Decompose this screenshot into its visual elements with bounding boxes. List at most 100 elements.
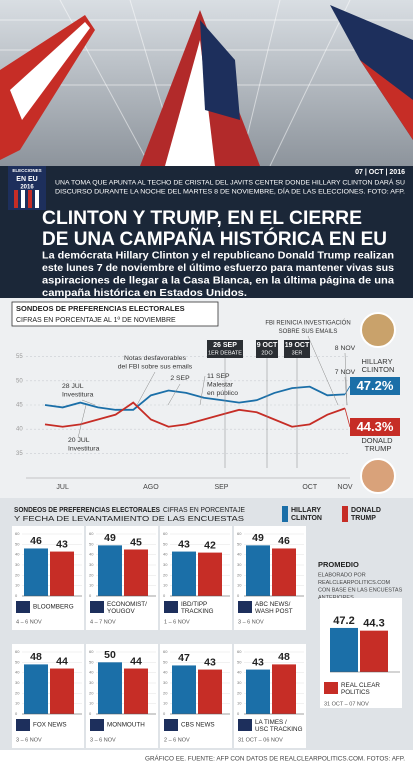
y-tick-label: 10 bbox=[163, 701, 168, 706]
y-tick-label: 60 bbox=[15, 531, 20, 536]
chart-subtitle: Y FECHA DE LEVANTAMIENTO DE LAS ENCUESTA… bbox=[14, 516, 244, 523]
bar-value: 48 bbox=[30, 651, 42, 663]
y-tick-label: 0 bbox=[237, 711, 240, 716]
y-tick-label: 10 bbox=[237, 583, 242, 588]
y-tick-label: 50 bbox=[163, 541, 168, 546]
y-tick-label: 10 bbox=[89, 701, 94, 706]
pollster-name: REAL CLEAR POLITICS bbox=[341, 682, 382, 696]
y-tick-label: 30 bbox=[237, 562, 242, 567]
y-tick-label: 0 bbox=[15, 593, 18, 598]
poll-dates: 31 OCT – 07 NOV bbox=[324, 701, 369, 707]
pollster-name: CBS NEWS bbox=[181, 722, 215, 729]
note: CON BASE EN LAS ENCUESTAS bbox=[318, 587, 403, 593]
poll-dates: 4 – 6 NOV bbox=[16, 619, 42, 625]
y-tick-label: 55 bbox=[16, 354, 23, 360]
bar-value: 44 bbox=[130, 655, 142, 667]
lead: campaña histórica en Estados Unidos. bbox=[42, 288, 247, 299]
y-tick-label: 20 bbox=[89, 690, 94, 695]
annotation: Investitura bbox=[68, 445, 100, 452]
bar bbox=[124, 668, 148, 714]
footer-bg bbox=[0, 750, 413, 768]
debate-label: 2DO bbox=[261, 350, 273, 356]
y-tick-label: 20 bbox=[89, 572, 94, 577]
caption: DISCURSO DURANTE LA NOCHE DEL MARTES 8 D… bbox=[55, 189, 405, 196]
legend-label: DONALD TRUMP bbox=[351, 507, 383, 522]
leader bbox=[344, 408, 351, 428]
x-tick-label: OCT bbox=[302, 484, 318, 491]
annotation: del FBI sobre sus emails bbox=[118, 363, 193, 370]
bar-value: 43 bbox=[56, 538, 68, 550]
annotation: en público bbox=[207, 390, 238, 397]
series-line bbox=[44, 401, 346, 428]
annotation: 8 NOV bbox=[335, 345, 356, 352]
bar-value: 44.3 bbox=[363, 618, 384, 630]
caption: UNA TOMA QUE APUNTA AL TECHO DE CRISTAL … bbox=[55, 180, 405, 187]
bar bbox=[50, 668, 74, 714]
chart-title: SONDEOS DE PREFERENCIAS ELECTORALES bbox=[14, 507, 160, 514]
bar-value: 46 bbox=[30, 535, 42, 547]
annotation-leader bbox=[307, 335, 339, 406]
poll-dates: 4 – 7 NOV bbox=[90, 619, 116, 625]
legend-label: HILLARY CLINTON bbox=[291, 507, 323, 522]
x-tick-label: AGO bbox=[143, 484, 159, 491]
bar bbox=[172, 665, 196, 714]
annotation: 7 NOV bbox=[335, 369, 356, 376]
header-band bbox=[0, 166, 413, 298]
pollster-logo bbox=[238, 719, 252, 731]
debate-label: 19 OCT bbox=[285, 342, 310, 349]
y-tick-label: 40 bbox=[237, 552, 242, 557]
annotation: FBI REINICIA INVESTIGACIÓN bbox=[265, 320, 350, 327]
bar bbox=[198, 669, 222, 714]
bar bbox=[360, 630, 388, 672]
chart-subtitle: CIFRAS EN PORCENTAJE bbox=[163, 507, 245, 514]
chart-subtitle: CIFRAS EN PORCENTAJE AL 1º DE NOVIEMBRE bbox=[16, 317, 176, 324]
annotation-leader bbox=[77, 404, 87, 439]
bar-value: 50 bbox=[104, 649, 116, 661]
bar bbox=[272, 664, 296, 714]
y-tick-label: 20 bbox=[163, 572, 168, 577]
note: REALCLEARPOLITICS.COM bbox=[318, 580, 391, 586]
leader bbox=[344, 385, 351, 395]
poll-dates: 31 OCT – 06 NOV bbox=[238, 737, 283, 743]
pollster-name: BLOOMBERG bbox=[33, 604, 74, 611]
y-tick-label: 50 bbox=[16, 378, 23, 384]
bar-value: 43 bbox=[252, 656, 264, 668]
y-tick-label: 30 bbox=[89, 562, 94, 567]
note: ELABORADO POR bbox=[318, 572, 366, 578]
annotation-leader bbox=[344, 376, 348, 406]
annotation: Malestar bbox=[207, 381, 234, 388]
y-tick-label: 50 bbox=[89, 659, 94, 664]
poll-dates: 3 – 6 NOV bbox=[90, 737, 116, 743]
y-tick-label: 20 bbox=[15, 572, 20, 577]
bar-value: 49 bbox=[252, 532, 264, 544]
pollster-name: ABC NEWS/ WASH POST bbox=[255, 601, 293, 615]
y-tick-label: 40 bbox=[89, 670, 94, 675]
pollster-logo bbox=[16, 601, 30, 613]
y-tick-label: 30 bbox=[237, 680, 242, 685]
y-tick-label: 40 bbox=[89, 552, 94, 557]
y-tick-label: 35 bbox=[16, 451, 23, 457]
chart-title-box bbox=[11, 301, 219, 327]
bar-value: 43 bbox=[178, 538, 190, 550]
pollster-logo bbox=[324, 682, 338, 694]
annotation: 11 SEP bbox=[207, 373, 230, 380]
bar-value: 46 bbox=[278, 535, 290, 547]
bar bbox=[198, 552, 222, 596]
y-tick-label: 20 bbox=[15, 690, 20, 695]
headline: CLINTON Y TRUMP, EN EL CIERRE bbox=[42, 208, 362, 229]
bar bbox=[272, 548, 296, 596]
bar bbox=[246, 669, 270, 714]
poll-dates: 3 – 6 NOV bbox=[238, 619, 264, 625]
bar-value: 45 bbox=[130, 536, 142, 548]
debate-label: 3ER bbox=[292, 350, 303, 356]
y-tick-label: 0 bbox=[89, 711, 92, 716]
bar bbox=[172, 551, 196, 596]
y-tick-label: 20 bbox=[163, 690, 168, 695]
pollster-name: FOX NEWS bbox=[33, 722, 67, 729]
debate-box bbox=[207, 340, 243, 358]
annotation-leader bbox=[136, 371, 156, 406]
annotation: Notas desfavorables bbox=[124, 355, 187, 362]
y-tick-label: 0 bbox=[163, 593, 166, 598]
y-tick-label: 50 bbox=[237, 659, 242, 664]
bar bbox=[246, 545, 270, 596]
